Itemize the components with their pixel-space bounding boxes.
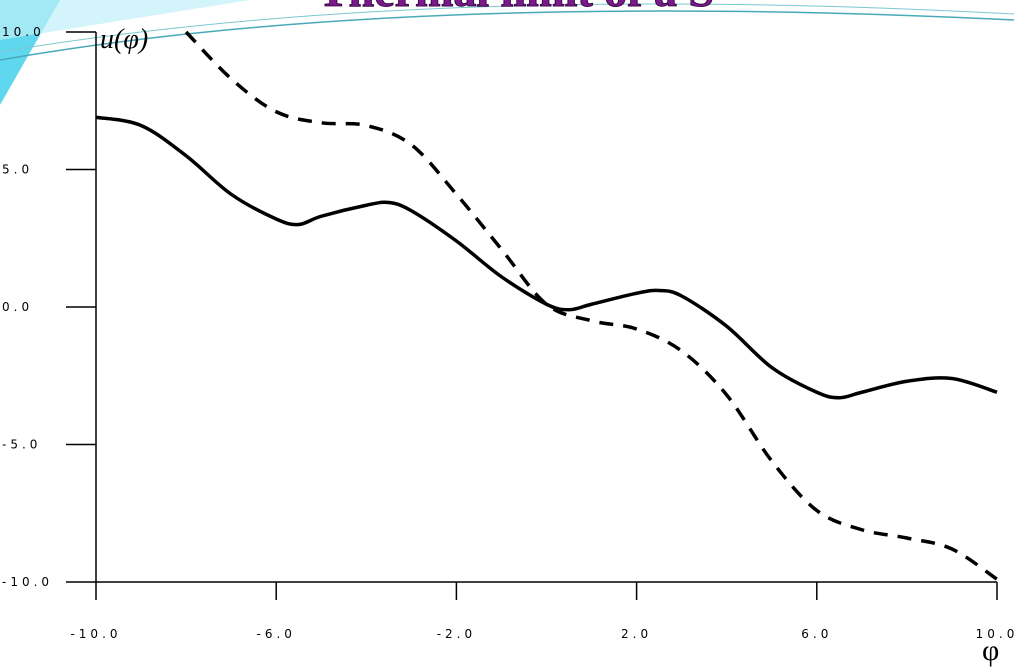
y-tick-label: 10.0 bbox=[2, 25, 45, 39]
decor-swoosh bbox=[0, 11, 1014, 60]
y-axis-label: u(φ) bbox=[100, 24, 148, 55]
y-tick-label: -5.0 bbox=[2, 438, 41, 452]
y-tick-label: 5.0 bbox=[2, 163, 33, 177]
slide-title: Thermal limit of a S bbox=[318, 0, 714, 16]
y-tick-label: 0.0 bbox=[2, 300, 33, 314]
line-series bbox=[96, 117, 997, 398]
x-tick-label: -10.0 bbox=[70, 627, 121, 641]
chart: Thermal limit of a S u(φ) φ -10.0-6.0-2.… bbox=[0, 0, 1014, 670]
y-tick-label: -10.0 bbox=[2, 575, 53, 589]
x-tick-label: -2.0 bbox=[437, 627, 476, 641]
x-tick-label: -6.0 bbox=[256, 627, 295, 641]
x-tick-label: 10.0 bbox=[976, 627, 1014, 641]
x-tick-label: 6.0 bbox=[801, 627, 832, 641]
x-tick-label: 2.0 bbox=[621, 627, 652, 641]
